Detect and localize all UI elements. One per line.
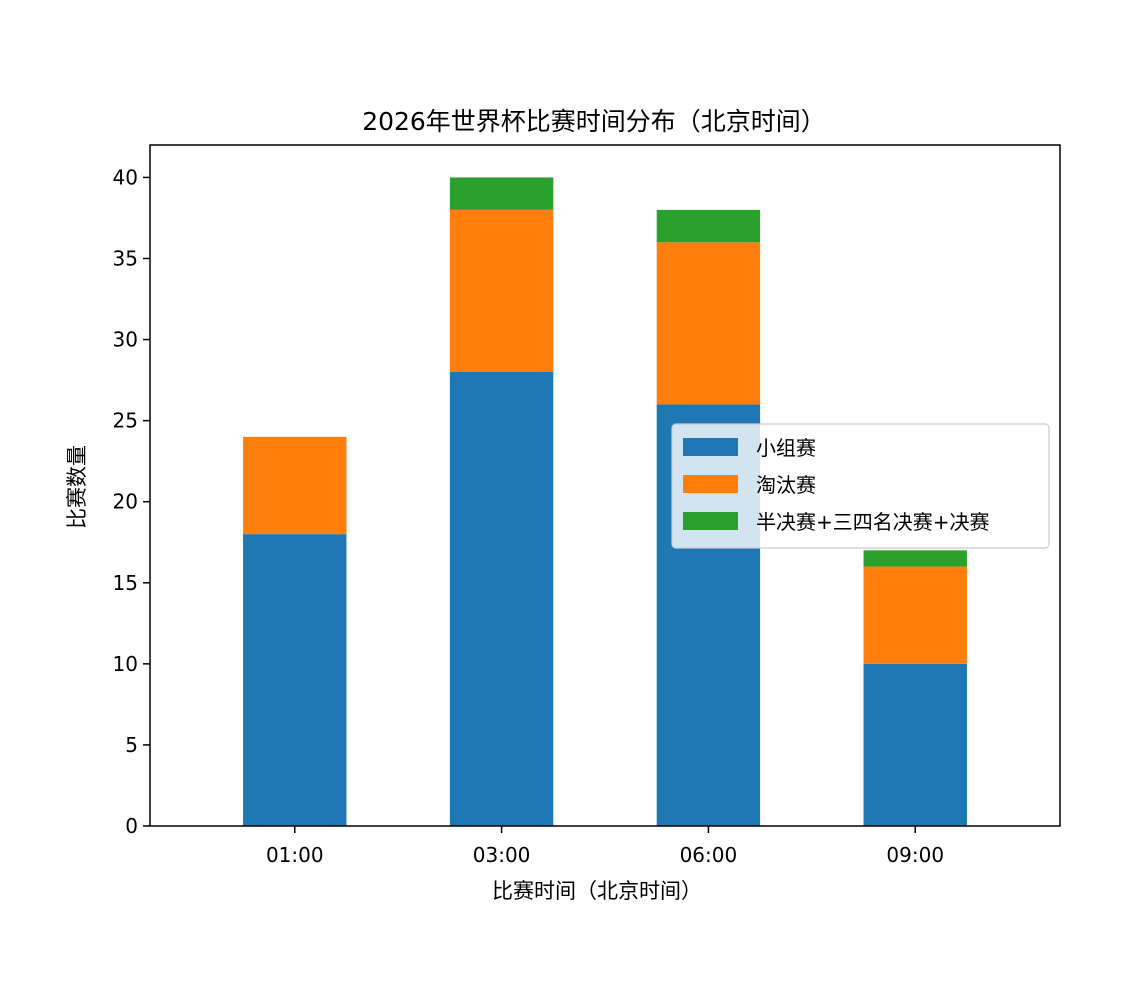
bars-group bbox=[243, 177, 967, 826]
x-axis: 01:00 03:00 06:00 09:00 bbox=[266, 826, 944, 867]
x-tick-label: 01:00 bbox=[266, 843, 324, 867]
bar-0900-series-1 bbox=[863, 663, 967, 826]
legend-label: 淘汰赛 bbox=[756, 473, 816, 497]
bar-0100-series-1 bbox=[243, 534, 347, 826]
y-tick-label: 25 bbox=[113, 409, 138, 433]
bar-0300-series-2 bbox=[449, 209, 554, 372]
bar-0600-series-2 bbox=[656, 242, 761, 405]
y-tick-label: 20 bbox=[113, 490, 138, 514]
x-axis-label: 比赛时间（北京时间） bbox=[492, 879, 702, 903]
plot-frame bbox=[149, 144, 1061, 827]
y-tick-label: 0 bbox=[125, 814, 138, 838]
bar-0300-series-1 bbox=[449, 372, 554, 826]
legend-box bbox=[671, 423, 1050, 549]
legend-swatch bbox=[683, 512, 738, 530]
bar-0900-series-3 bbox=[863, 550, 967, 567]
y-axis: 0 5 10 15 20 25 30 35 40 bbox=[113, 165, 150, 838]
chart-title: 2026年世界杯比赛时间分布（北京时间） bbox=[362, 107, 826, 136]
bar-0100-series-2 bbox=[243, 436, 347, 535]
legend-label: 小组赛 bbox=[756, 436, 816, 460]
y-tick-label: 15 bbox=[113, 571, 138, 595]
x-tick-label: 06:00 bbox=[680, 843, 738, 867]
legend-label: 半决赛+三四名决赛+决赛 bbox=[756, 510, 990, 534]
y-axis-label: 比赛数量 bbox=[65, 445, 89, 529]
bar-0900-series-2 bbox=[863, 566, 967, 664]
bar-0600-series-3 bbox=[656, 209, 761, 243]
y-tick-label: 5 bbox=[125, 733, 138, 757]
legend-swatch bbox=[683, 438, 738, 456]
y-tick-label: 30 bbox=[113, 328, 138, 352]
y-tick-label: 10 bbox=[113, 652, 138, 676]
y-tick-label: 35 bbox=[113, 247, 138, 271]
x-tick-label: 09:00 bbox=[886, 843, 944, 867]
legend-swatch bbox=[683, 475, 738, 493]
x-tick-label: 03:00 bbox=[473, 843, 531, 867]
bar-0300-series-3 bbox=[449, 177, 554, 210]
y-tick-label: 40 bbox=[113, 165, 138, 189]
